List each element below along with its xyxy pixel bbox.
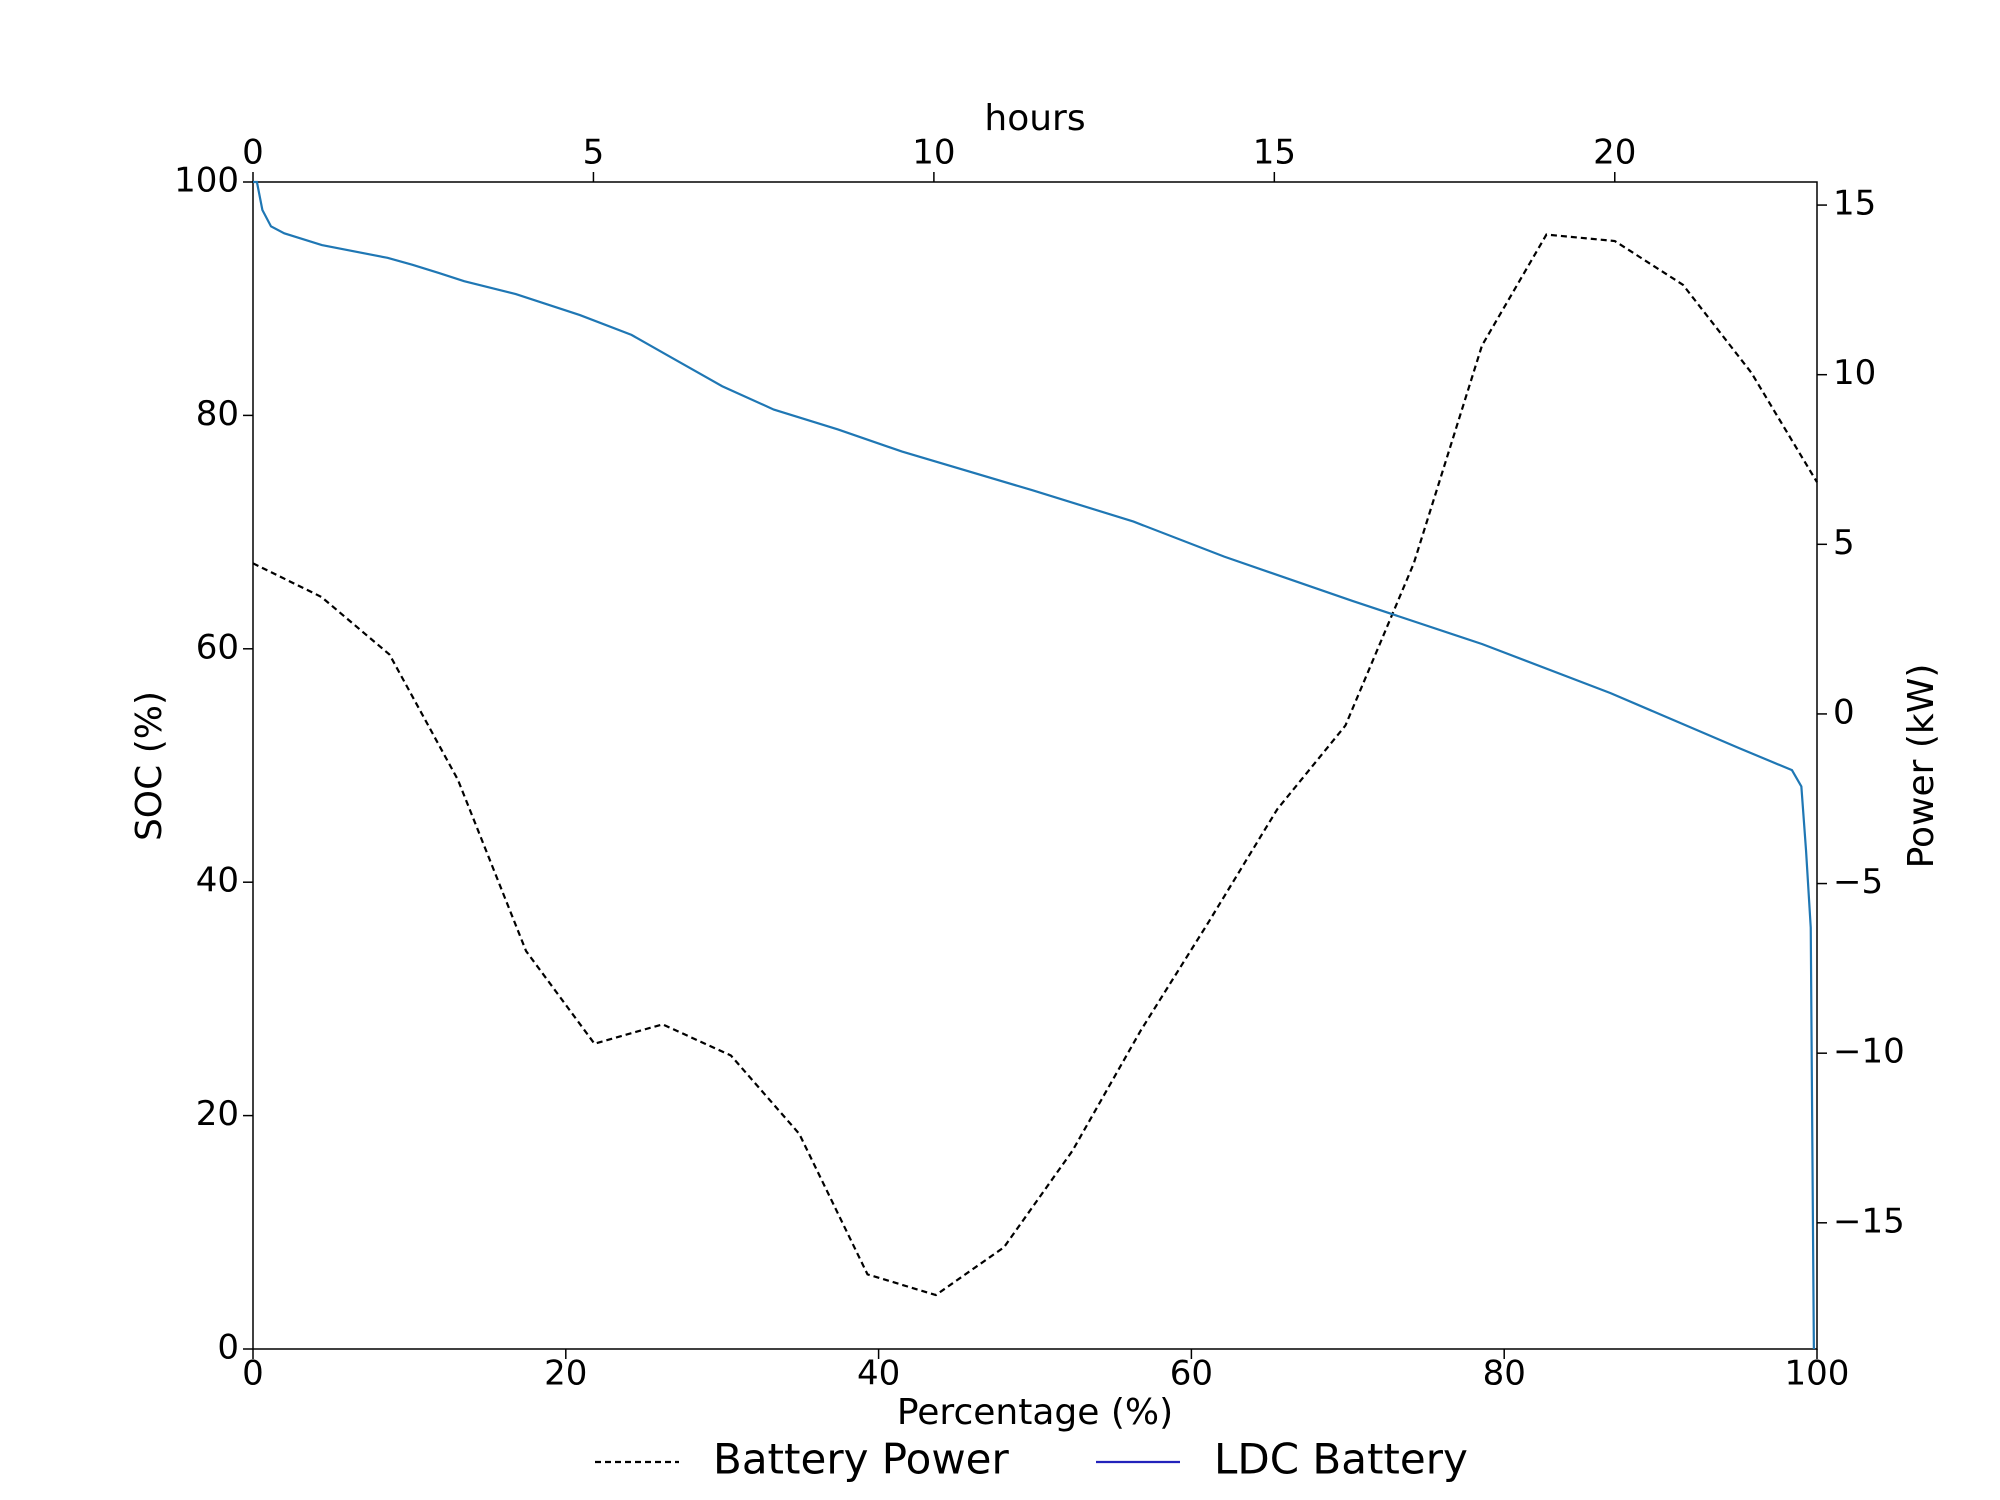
legend-label: LDC Battery [1214, 1435, 1468, 1484]
x-tick-label: 40 [857, 1354, 900, 1394]
y-tick-label: 100 [174, 161, 239, 201]
y2-tick-label: 5 [1833, 523, 1855, 563]
y2-tick-label: −5 [1833, 862, 1883, 902]
y2-tick-label: −10 [1833, 1032, 1905, 1072]
data-line [253, 180, 1815, 1350]
data-line [252, 233, 1818, 1297]
x2-tick-label: 5 [583, 133, 605, 173]
x-tick-label: 100 [1785, 1354, 1850, 1394]
y2-tick-label: 10 [1833, 353, 1876, 393]
y2-axis-label: Power (kW) [1901, 664, 1942, 869]
x-tick-label: 60 [1170, 1354, 1213, 1394]
x2-tick-label: 0 [242, 133, 264, 173]
y2-tick-label: 0 [1833, 692, 1855, 732]
x-tick-label: 0 [242, 1354, 264, 1394]
x2-tick-label: 20 [1593, 133, 1636, 173]
x-tick-label: 80 [1483, 1354, 1526, 1394]
y2-tick-label: 15 [1833, 184, 1876, 224]
x2-tick-label: 10 [912, 133, 955, 173]
x-tick-label: 20 [544, 1354, 587, 1394]
y2-tick-label: −15 [1833, 1201, 1905, 1241]
y-tick-label: 0 [217, 1328, 239, 1368]
x-axis-label: Percentage (%) [897, 1392, 1173, 1433]
y-tick-label: 40 [196, 861, 239, 901]
x2-tick-label: 15 [1253, 133, 1296, 173]
y-tick-label: 20 [196, 1094, 239, 1134]
top-axis-label: hours [984, 98, 1085, 139]
y-tick-label: 80 [196, 394, 239, 434]
plot-frame [252, 181, 1818, 1350]
y-tick-label: 60 [196, 627, 239, 667]
y-axis-label: SOC (%) [129, 691, 170, 841]
legend-label: Battery Power [713, 1435, 1010, 1484]
